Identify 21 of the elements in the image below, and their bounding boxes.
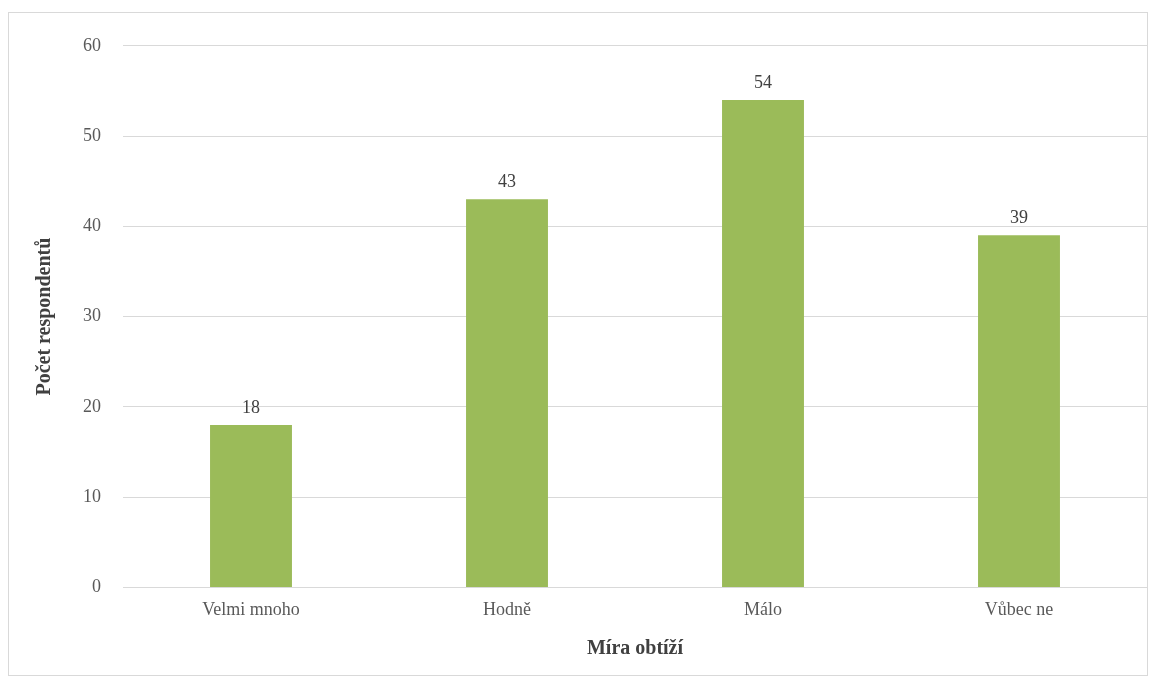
x-tick-label: Velmi mnoho bbox=[202, 598, 300, 619]
y-tick-label: 0 bbox=[92, 576, 101, 597]
data-label: 39 bbox=[1010, 207, 1028, 228]
data-label: 54 bbox=[754, 71, 772, 92]
y-tick-label: 30 bbox=[83, 305, 101, 326]
bar bbox=[722, 99, 804, 587]
x-tick-label: Hodně bbox=[483, 598, 531, 619]
y-tick-label: 10 bbox=[83, 485, 101, 506]
data-label: 18 bbox=[242, 396, 260, 417]
y-tick-label: 60 bbox=[83, 34, 101, 55]
x-tick-label: Málo bbox=[744, 598, 782, 619]
bar bbox=[210, 424, 292, 587]
y-tick-label: 20 bbox=[83, 395, 101, 416]
bar bbox=[978, 235, 1060, 587]
y-tick-label: 40 bbox=[83, 215, 101, 236]
y-tick-label: 50 bbox=[83, 124, 101, 145]
y-axis-title: Počet respondentů bbox=[32, 237, 56, 396]
x-axis-title: Míra obtíží bbox=[586, 636, 684, 659]
bar bbox=[466, 199, 548, 587]
data-label: 43 bbox=[498, 170, 516, 191]
x-tick-label: Vůbec ne bbox=[984, 598, 1054, 619]
